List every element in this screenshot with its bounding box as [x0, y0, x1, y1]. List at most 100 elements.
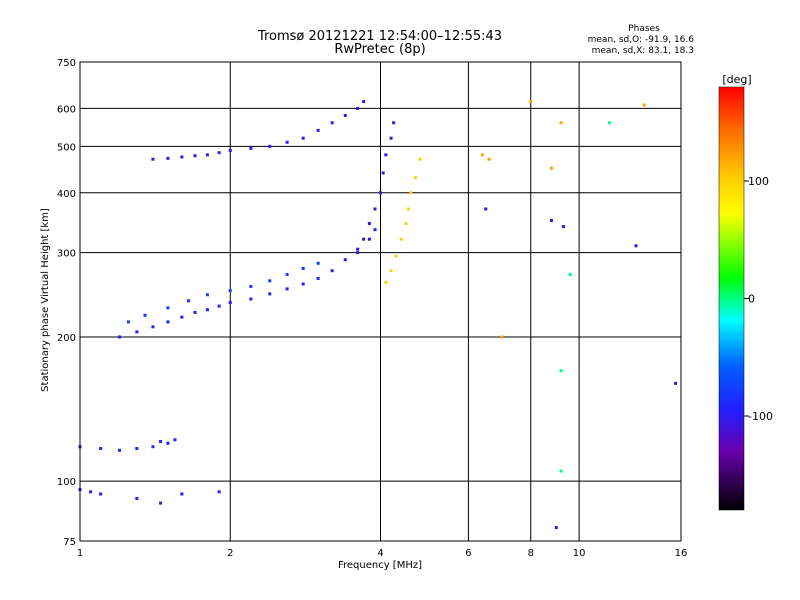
data-point	[330, 121, 334, 125]
data-point	[484, 207, 488, 211]
data-point	[135, 446, 139, 450]
data-point	[151, 157, 155, 161]
data-point	[356, 251, 360, 255]
data-point	[559, 469, 563, 473]
data-point	[500, 335, 504, 339]
data-point	[205, 293, 209, 297]
data-point	[399, 237, 403, 241]
data-point	[228, 289, 232, 293]
data-point	[549, 219, 553, 223]
x-tick-label: 8	[528, 548, 534, 559]
data-point	[381, 171, 385, 175]
data-point	[549, 166, 553, 170]
data-point	[561, 225, 565, 229]
data-point	[356, 247, 360, 251]
colorbar-tick-label: 0	[748, 293, 755, 306]
data-point	[180, 492, 184, 496]
data-point	[89, 490, 93, 494]
data-point	[159, 440, 163, 444]
chart-title: Tromsø 20121221 12:54:00–12:55:43	[257, 29, 502, 44]
data-point	[373, 228, 377, 232]
data-point	[642, 103, 646, 107]
data-point	[392, 121, 396, 125]
data-point	[362, 237, 366, 241]
y-tick-label: 300	[57, 249, 76, 260]
data-point	[118, 335, 122, 339]
data-point	[268, 279, 272, 283]
data-point	[389, 136, 393, 140]
y-tick-label: 400	[57, 189, 76, 200]
data-point	[118, 448, 122, 452]
y-tick-label: 600	[57, 104, 76, 115]
x-axis-label: Frequency [MHz]	[338, 560, 422, 571]
data-point	[151, 325, 155, 329]
data-point	[418, 157, 422, 161]
data-point	[367, 222, 371, 226]
data-point	[187, 299, 191, 303]
data-point	[126, 320, 130, 324]
data-point	[480, 153, 484, 157]
data-point	[634, 244, 638, 248]
chart-subtitle: RwPretec (8p)	[334, 42, 425, 57]
scatter-points	[78, 100, 678, 530]
data-point	[166, 441, 170, 445]
data-point	[217, 490, 221, 494]
data-point	[143, 313, 147, 317]
y-tick-label: 200	[57, 333, 76, 344]
data-point	[193, 310, 197, 314]
data-point	[316, 276, 320, 280]
data-point	[268, 144, 272, 148]
data-point	[180, 315, 184, 319]
data-point	[301, 266, 305, 270]
y-tick-label: 500	[57, 142, 76, 153]
data-point	[205, 308, 209, 312]
data-point	[180, 155, 184, 159]
x-tick-label: 2	[227, 548, 233, 559]
data-point	[356, 106, 360, 110]
data-point	[394, 254, 398, 258]
stats-o-line: mean, sd,O: -91.9, 16.6	[588, 35, 695, 45]
data-point	[389, 269, 393, 273]
data-point	[367, 237, 371, 241]
colorbar-label: [deg]	[722, 73, 751, 86]
data-point	[568, 273, 572, 277]
x-tick-label: 1	[77, 548, 83, 559]
data-point	[301, 136, 305, 140]
data-point	[135, 330, 139, 334]
data-point	[217, 304, 221, 308]
data-point	[316, 261, 320, 265]
data-point	[173, 438, 177, 442]
data-point	[554, 526, 558, 530]
y-axis-label: Stationary phase Virtual Height [km]	[40, 208, 51, 392]
grid-lines	[80, 62, 681, 541]
y-tick-label: 75	[63, 537, 76, 548]
x-tick-label: 4	[377, 548, 383, 559]
data-point	[674, 381, 678, 385]
y-tick-label: 100	[57, 477, 76, 488]
data-point	[379, 191, 382, 195]
x-tick-label: 6	[465, 548, 471, 559]
data-point	[268, 292, 272, 296]
data-point	[285, 140, 289, 144]
data-point	[99, 446, 103, 450]
data-point	[166, 306, 170, 310]
data-point	[151, 445, 155, 449]
stats-x-line: mean, sd,X: 83.1, 18.3	[592, 46, 694, 56]
data-point	[159, 501, 163, 505]
data-point	[166, 320, 170, 324]
data-point	[217, 151, 221, 155]
data-point	[406, 207, 410, 211]
data-point	[343, 258, 347, 262]
data-point	[135, 496, 139, 500]
data-point	[249, 297, 253, 301]
data-point	[316, 128, 320, 132]
data-point	[205, 153, 209, 157]
data-point	[404, 222, 408, 226]
data-point	[413, 176, 417, 180]
data-point	[249, 284, 253, 288]
data-point	[228, 301, 232, 305]
data-point	[409, 191, 413, 195]
colorbar-ticks: 100 0 -100	[744, 175, 773, 423]
tick-labels: 1 2 4 6 8 10 16 75 100 200 300 400 500 600 750	[57, 58, 687, 559]
